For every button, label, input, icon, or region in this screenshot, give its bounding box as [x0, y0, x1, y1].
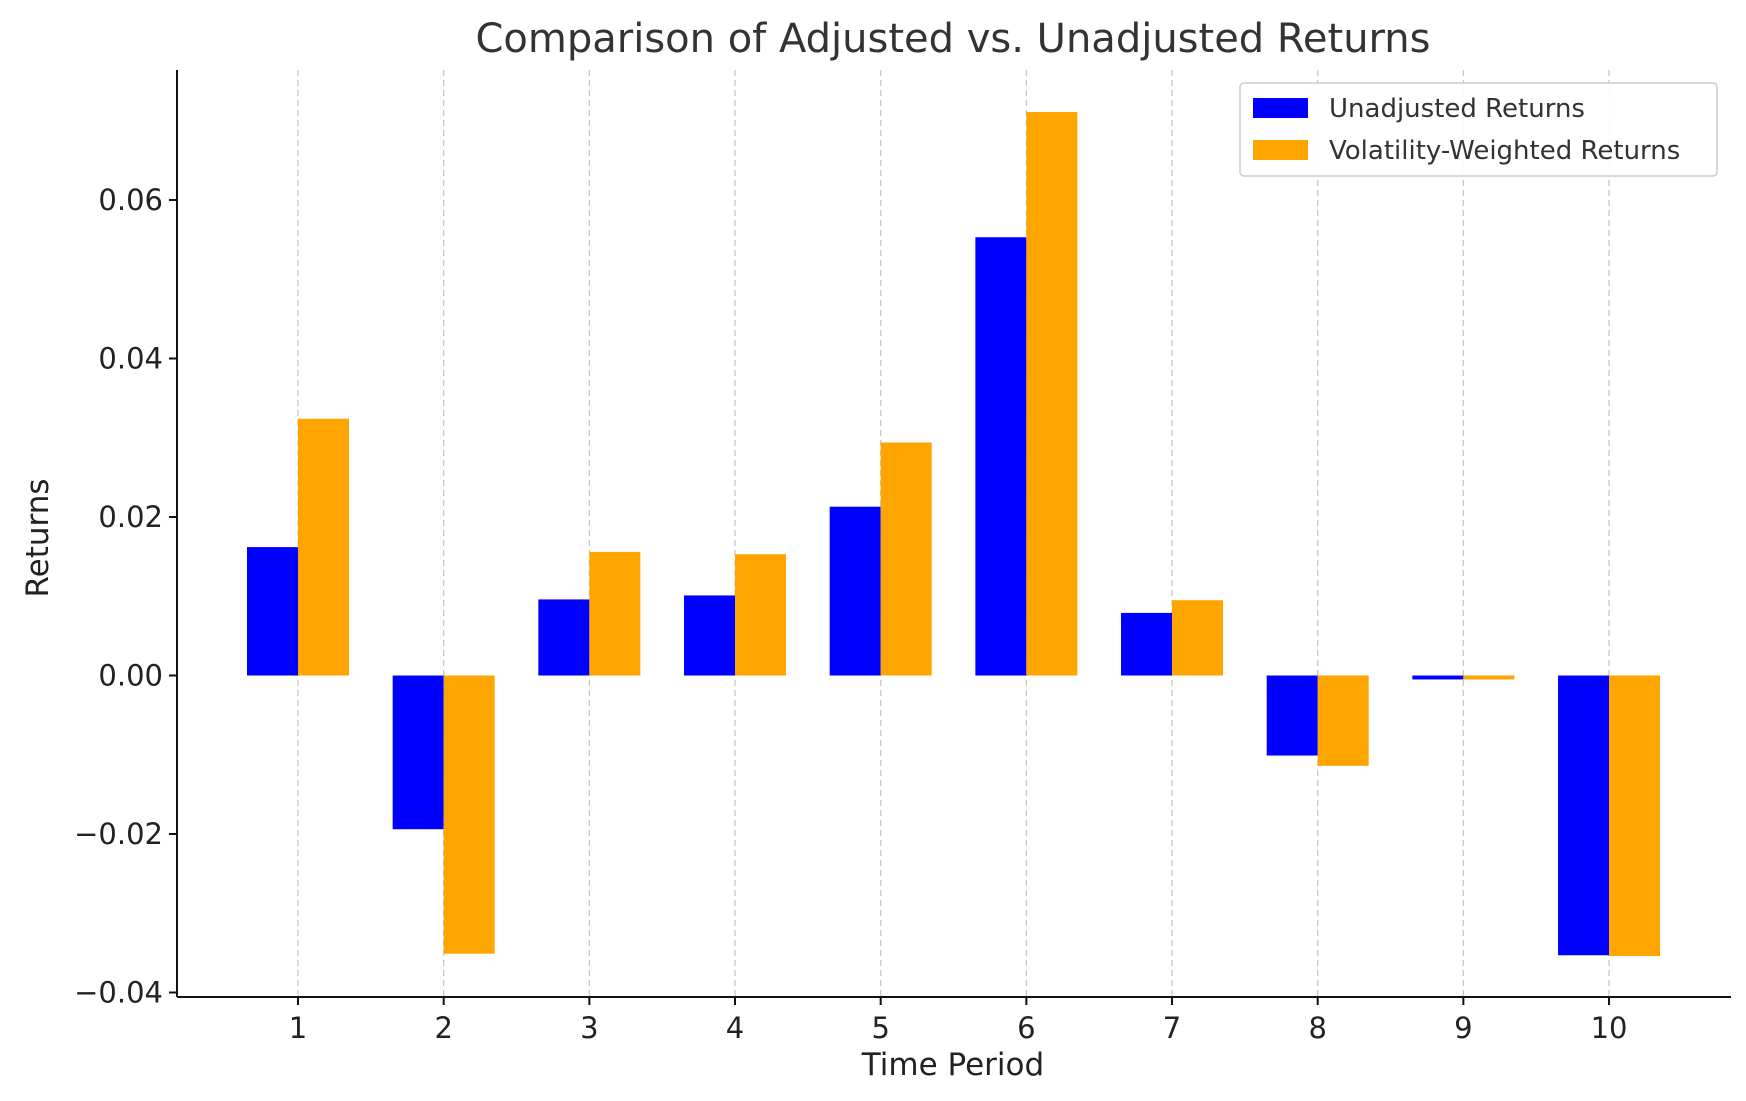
bar-unadjusted [538, 599, 590, 676]
x-tick-label: 2 [434, 1011, 452, 1045]
bar-unadjusted [1121, 612, 1173, 676]
x-tick-label: 9 [1454, 1011, 1472, 1045]
legend-swatch-unadjusted [1253, 98, 1308, 118]
x-tick-label: 3 [580, 1011, 598, 1045]
bar-unadjusted [829, 506, 881, 676]
y-axis-label: Returns [20, 478, 56, 597]
x-tick-label: 6 [1017, 1011, 1035, 1045]
x-tick-label: 1 [289, 1011, 307, 1045]
y-ticks: 0.06 0.04 0.02 0.00 −0.02 −0.04 [74, 183, 177, 1010]
y-tick-label: 0.00 [98, 659, 163, 693]
legend-box [1239, 82, 1718, 177]
bar-volatility-weighted [1026, 112, 1078, 676]
bar-volatility-weighted [1317, 675, 1369, 766]
bar-unadjusted [1266, 675, 1318, 756]
bar-volatility-weighted [1172, 600, 1224, 676]
legend: Unadjusted Returns Volatility-Weighted R… [1239, 82, 1718, 177]
chart-title: Comparison of Adjusted vs. Unadjusted Re… [476, 16, 1431, 62]
x-tick-label: 10 [1591, 1011, 1628, 1045]
y-tick-label: −0.02 [74, 817, 163, 851]
bar-unadjusted [1412, 675, 1464, 680]
bar-volatility-weighted [298, 418, 349, 676]
bar-volatility-weighted [1609, 675, 1661, 957]
legend-label-volatility-weighted: Volatility-Weighted Returns [1329, 136, 1680, 166]
x-tick-label: 5 [871, 1011, 889, 1045]
y-tick-label: −0.04 [74, 976, 163, 1010]
x-tick-label: 7 [1163, 1011, 1181, 1045]
x-tick-label: 8 [1308, 1011, 1326, 1045]
bars [247, 112, 1661, 957]
bar-volatility-weighted [1463, 675, 1515, 680]
x-tick-label: 4 [726, 1011, 744, 1045]
bar-unadjusted [684, 595, 736, 676]
bar-unadjusted [975, 237, 1027, 676]
bar-volatility-weighted [443, 675, 495, 954]
legend-label-unadjusted: Unadjusted Returns [1329, 94, 1585, 124]
bar-volatility-weighted [880, 442, 932, 676]
y-tick-label: 0.06 [98, 183, 163, 217]
x-axis-label: Time Period [861, 1047, 1044, 1083]
x-ticks: 1 2 3 4 5 6 7 8 9 10 [289, 997, 1628, 1045]
bar-unadjusted [392, 675, 444, 830]
bar-unadjusted [247, 547, 298, 676]
y-tick-label: 0.02 [98, 500, 163, 534]
bar-volatility-weighted [589, 551, 641, 676]
legend-swatch-volatility-weighted [1253, 140, 1308, 160]
y-tick-label: 0.04 [98, 342, 163, 376]
bar-unadjusted [1558, 675, 1610, 956]
bar-volatility-weighted [735, 554, 787, 676]
